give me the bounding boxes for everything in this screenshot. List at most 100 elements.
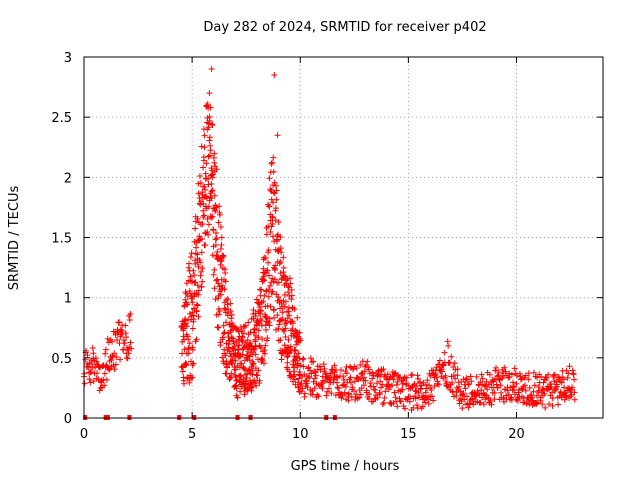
data-point [347, 379, 354, 386]
data-point [199, 220, 206, 227]
data-point [486, 371, 493, 378]
data-point [481, 382, 488, 389]
data-point [252, 338, 259, 345]
data-point [225, 341, 232, 348]
data-point [186, 340, 193, 347]
data-point [452, 375, 459, 382]
data-point [377, 391, 384, 398]
data-point [208, 165, 215, 172]
data-point [503, 396, 510, 403]
data-point [104, 335, 111, 342]
data-point [194, 302, 201, 309]
data-point [299, 385, 306, 392]
data-point [285, 336, 292, 343]
data-point [482, 396, 489, 403]
data-point [509, 379, 516, 386]
data-point [274, 312, 281, 319]
data-point [213, 204, 220, 211]
data-point [123, 354, 130, 361]
data-point [219, 334, 226, 341]
data-point [198, 249, 205, 256]
data-point [494, 373, 501, 380]
data-point [127, 339, 134, 346]
data-point [295, 350, 302, 357]
data-point [566, 385, 573, 392]
data-point [247, 340, 254, 347]
data-point [182, 315, 189, 322]
data-point [272, 276, 279, 283]
data-point [207, 104, 214, 111]
data-point [228, 315, 235, 322]
data-point [233, 377, 240, 384]
data-point [269, 275, 276, 282]
data-point [569, 384, 576, 391]
data-point [353, 365, 360, 372]
data-point [208, 188, 215, 195]
data-point [401, 375, 408, 382]
data-point [85, 363, 92, 370]
data-point [198, 268, 205, 275]
y-tick-label: 3 [64, 51, 72, 66]
data-point [276, 260, 283, 267]
data-point [425, 400, 432, 407]
data-point [208, 121, 215, 128]
data-point [205, 221, 212, 228]
data-point [205, 120, 212, 127]
data-point [403, 374, 410, 381]
data-point [478, 371, 485, 378]
data-point [212, 236, 219, 243]
data-point [208, 66, 215, 73]
data-point [402, 405, 409, 412]
data-point [282, 334, 289, 341]
data-point [456, 383, 463, 390]
data-point [192, 225, 199, 232]
data-point [249, 367, 256, 374]
data-point [189, 309, 196, 316]
data-point [198, 235, 205, 242]
data-point [288, 296, 295, 303]
data-point [96, 364, 103, 371]
data-point [254, 372, 261, 379]
data-point [212, 163, 219, 170]
data-point [218, 234, 225, 241]
data-point [365, 366, 372, 373]
data-point [323, 392, 330, 399]
data-point [324, 388, 331, 395]
data-point [554, 383, 561, 390]
data-point [501, 364, 508, 371]
y-tick-label: 0.5 [51, 352, 72, 367]
data-point [183, 323, 190, 330]
data-point [256, 377, 263, 384]
data-point [212, 207, 219, 214]
data-point [232, 357, 239, 364]
data-point [257, 308, 264, 315]
data-point [232, 366, 239, 373]
data-point [342, 383, 349, 390]
data-point [182, 362, 189, 369]
data-point [306, 367, 313, 374]
data-point [372, 386, 379, 393]
data-point [369, 369, 376, 376]
data-point [249, 361, 256, 368]
data-point [508, 371, 515, 378]
data-point [511, 391, 518, 398]
data-point [206, 117, 213, 124]
data-point [525, 376, 532, 383]
data-point [117, 356, 124, 363]
data-point [399, 386, 406, 393]
data-point [278, 356, 285, 363]
data-point [106, 366, 113, 373]
data-point [195, 287, 202, 294]
data-point [115, 319, 122, 326]
data-point [264, 335, 271, 342]
data-point [89, 344, 96, 351]
data-point [265, 247, 272, 254]
data-point [209, 167, 216, 174]
data-point [205, 231, 212, 238]
data-point [569, 367, 576, 374]
data-point [89, 364, 96, 371]
data-point [462, 385, 469, 392]
data-point [258, 286, 265, 293]
data-point [528, 392, 535, 399]
data-point [320, 361, 327, 368]
